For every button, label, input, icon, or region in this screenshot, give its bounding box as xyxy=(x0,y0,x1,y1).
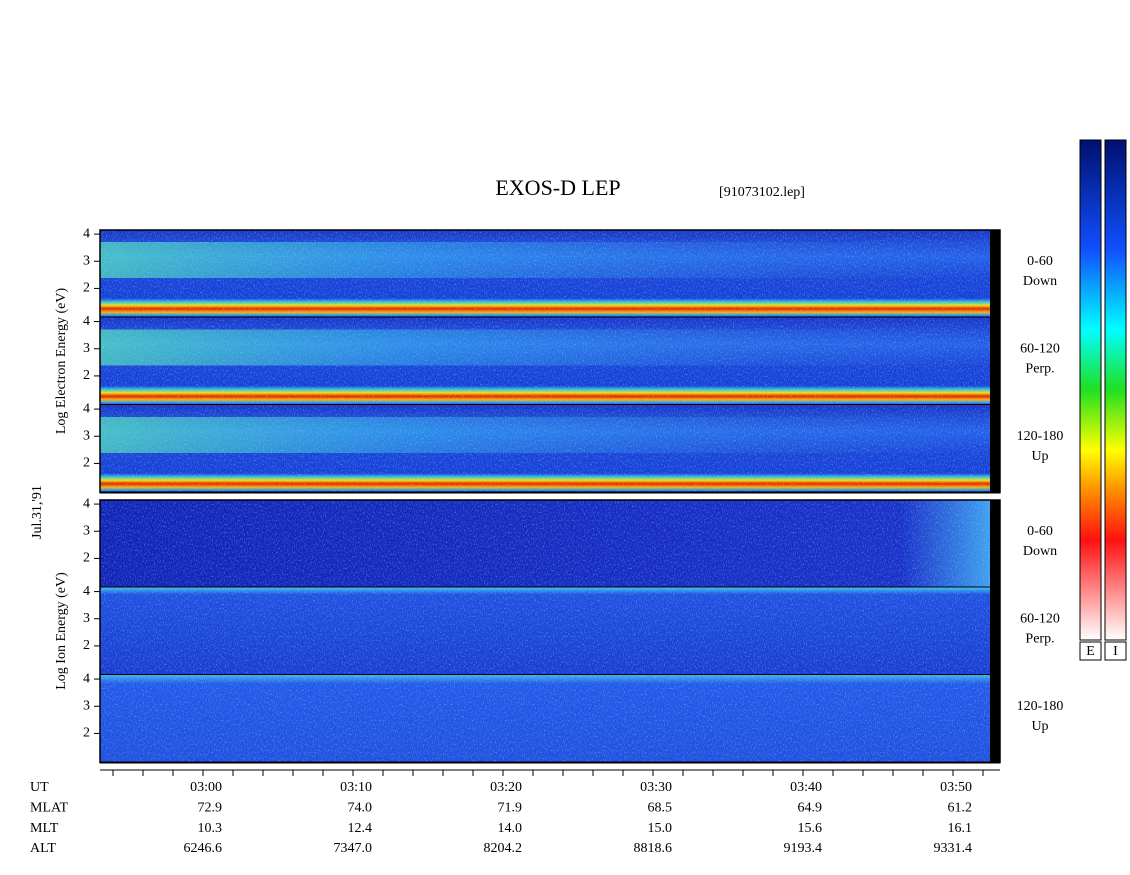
row-value: 14.0 xyxy=(498,821,523,836)
file-name: [91073102.lep] xyxy=(719,185,805,200)
y-tick-label: 3 xyxy=(83,698,90,713)
y-tick-label: 3 xyxy=(83,611,90,626)
orbit-table: UT 03:00 03:10 03:20 03:30 03:40 03:50 MLAT 72.9… xyxy=(30,780,972,856)
row-value: 64.9 xyxy=(798,801,823,816)
direction: Perp. xyxy=(1025,361,1054,376)
colorbar xyxy=(1104,139,1127,641)
row-value: 72.9 xyxy=(198,801,223,816)
y-tick-label: 4 xyxy=(83,671,90,686)
date: Jul.31,'91 xyxy=(30,485,45,539)
row-value: 03:40 xyxy=(790,780,822,795)
row-value: 68.5 xyxy=(648,801,673,816)
row-value: 8818.6 xyxy=(634,841,673,856)
row-value: 03:50 xyxy=(940,780,972,795)
row-value: 61.2 xyxy=(948,801,973,816)
row-name: ALT xyxy=(30,841,56,856)
time-ticks xyxy=(112,770,984,776)
y-tick-label: 2 xyxy=(83,456,90,471)
row-name: MLAT xyxy=(30,801,69,816)
group-frame xyxy=(99,229,1001,494)
row-name: MLT xyxy=(30,821,59,836)
direction: Down xyxy=(1023,274,1057,289)
y-axis-label: Log Electron Energy (eV) xyxy=(54,288,69,435)
row-value: 03:30 xyxy=(640,780,672,795)
row-value: 8204.2 xyxy=(484,841,523,856)
y-tick-label: 3 xyxy=(83,428,90,443)
y-tick-label: 2 xyxy=(83,281,90,296)
pitch-angle: 60-120 xyxy=(1020,341,1060,356)
y-tick-label: 2 xyxy=(83,368,90,383)
y-tick-label: 2 xyxy=(83,726,90,741)
pitch-angle: 0-60 xyxy=(1027,254,1053,269)
row-value: 03:10 xyxy=(340,780,372,795)
edge-bar xyxy=(990,587,1000,675)
edge-bar xyxy=(990,230,1000,318)
y-tick-label: 2 xyxy=(83,638,90,653)
plots: Log Electron Energy (eV) 4 3 2 0-60 Down 4 3 2 60… xyxy=(54,226,1064,764)
y-tick-label: 2 xyxy=(83,551,90,566)
direction: Down xyxy=(1023,544,1057,559)
row-value: 15.6 xyxy=(798,821,823,836)
pitch-angle: 120-180 xyxy=(1017,429,1064,444)
row-value: 15.0 xyxy=(648,821,673,836)
spectrogram-noise xyxy=(100,230,990,318)
y-tick-label: 4 xyxy=(83,226,90,241)
row-value: 10.3 xyxy=(198,821,223,836)
direction: Perp. xyxy=(1025,631,1054,646)
row-value: 16.1 xyxy=(948,821,973,836)
spectrogram-noise xyxy=(100,317,990,405)
edge-bar xyxy=(990,317,1000,405)
row-name: UT xyxy=(30,780,49,795)
row-value: 71.9 xyxy=(498,801,523,816)
edge-bar xyxy=(990,500,1000,588)
row-value: 74.0 xyxy=(348,801,373,816)
spectrogram-noise xyxy=(100,405,990,493)
y-tick-label: 4 xyxy=(83,496,90,511)
row-value: 03:00 xyxy=(190,780,222,795)
colorbar xyxy=(1079,139,1102,641)
row-value: 12.4 xyxy=(348,821,373,836)
pitch-angle: 120-180 xyxy=(1017,699,1064,714)
row-value: 7347.0 xyxy=(334,841,373,856)
group-frame xyxy=(99,499,1001,764)
y-tick-label: 4 xyxy=(83,584,90,599)
edge-bar xyxy=(990,405,1000,493)
y-tick-label: 4 xyxy=(83,401,90,416)
spectrogram-noise xyxy=(100,587,990,675)
y-tick-label: 3 xyxy=(83,341,90,356)
colorbar-label-box xyxy=(1079,641,1102,661)
y-tick-label: 3 xyxy=(83,253,90,268)
row-value: 9193.4 xyxy=(784,841,823,856)
edge-bar xyxy=(990,675,1000,763)
colorbar-label: I xyxy=(1113,644,1118,659)
y-tick-label: 4 xyxy=(83,314,90,329)
colorbar-label: E xyxy=(1086,644,1095,659)
spectrogram-noise xyxy=(100,500,990,588)
row-value: 03:20 xyxy=(490,780,522,795)
y-tick-label: 3 xyxy=(83,523,90,538)
row-value: 6246.6 xyxy=(184,841,223,856)
direction: Up xyxy=(1031,719,1048,734)
title: EXOS-D LEP xyxy=(495,175,620,200)
colorbar-label-box xyxy=(1104,641,1127,661)
direction: Up xyxy=(1031,449,1048,464)
y-axis-label: Log Ion Energy (eV) xyxy=(54,572,69,690)
pitch-angle: 0-60 xyxy=(1027,524,1053,539)
pitch-angle: 60-120 xyxy=(1020,611,1060,626)
spectrogram-noise xyxy=(100,675,990,763)
row-value: 9331.4 xyxy=(934,841,973,856)
